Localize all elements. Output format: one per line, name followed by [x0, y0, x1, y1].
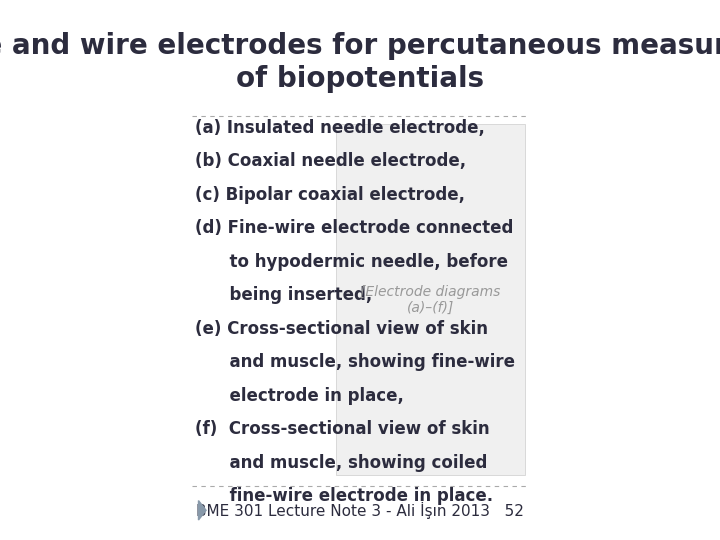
Text: (d) Fine-wire electrode connected: (d) Fine-wire electrode connected — [195, 219, 513, 237]
Polygon shape — [199, 501, 206, 520]
Text: (f)  Cross-sectional view of skin: (f) Cross-sectional view of skin — [195, 420, 490, 438]
Text: and muscle, showing fine-wire: and muscle, showing fine-wire — [195, 353, 515, 371]
Text: (c) Bipolar coaxial electrode,: (c) Bipolar coaxial electrode, — [195, 186, 465, 204]
Text: (a) Insulated needle electrode,: (a) Insulated needle electrode, — [195, 119, 485, 137]
Text: fine-wire electrode in place.: fine-wire electrode in place. — [195, 487, 493, 505]
Text: and muscle, showing coiled: and muscle, showing coiled — [195, 454, 487, 471]
Text: being inserted,: being inserted, — [195, 286, 372, 304]
Text: BME 301 Lecture Note 3 - Ali İşın 2013   52: BME 301 Lecture Note 3 - Ali İşın 2013 5… — [196, 502, 524, 519]
Text: [Electrode diagrams
(a)–(f)]: [Electrode diagrams (a)–(f)] — [360, 285, 500, 315]
FancyBboxPatch shape — [336, 124, 525, 475]
Text: (e) Cross-sectional view of skin: (e) Cross-sectional view of skin — [195, 320, 488, 338]
Text: to hypodermic needle, before: to hypodermic needle, before — [195, 253, 508, 271]
Text: (b) Coaxial needle electrode,: (b) Coaxial needle electrode, — [195, 152, 466, 170]
Text: Needle and wire electrodes for percutaneous measurement
of biopotentials: Needle and wire electrodes for percutane… — [0, 32, 720, 93]
Text: electrode in place,: electrode in place, — [195, 387, 404, 404]
